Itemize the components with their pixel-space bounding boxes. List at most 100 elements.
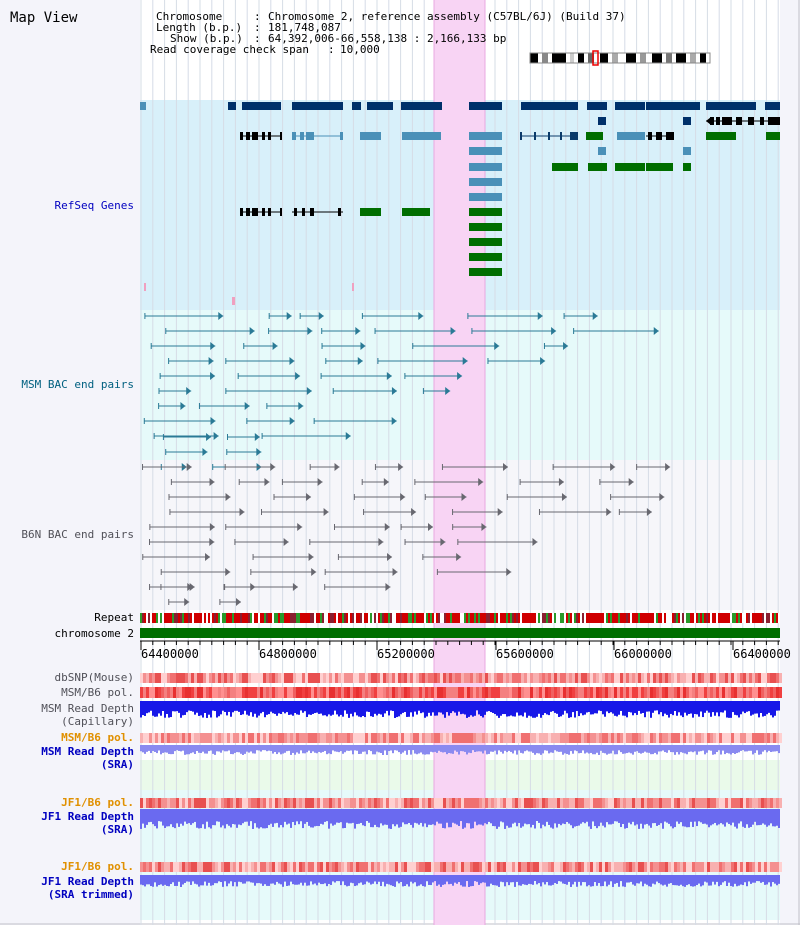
repeat-element	[178, 613, 180, 623]
snp-density-cell	[230, 733, 233, 743]
read-depth-bar	[270, 809, 272, 824]
repeat-element	[542, 613, 544, 623]
snp-density-cell	[467, 673, 470, 683]
snp-density-cell	[509, 673, 512, 683]
read-depth-bar	[496, 701, 498, 716]
read-depth-bar	[274, 701, 276, 714]
snp-density-cell	[512, 687, 515, 698]
snp-density-cell	[221, 798, 224, 808]
read-depth-bar	[372, 701, 374, 717]
snp-density-cell	[563, 673, 566, 683]
snp-density-cell	[194, 798, 197, 808]
read-depth-bar	[422, 701, 424, 713]
read-depth-bar	[558, 875, 560, 882]
read-depth-bar	[386, 701, 388, 711]
read-depth-bar	[776, 809, 778, 826]
repeat-element	[160, 613, 162, 623]
repeat-element	[304, 613, 306, 623]
read-depth-bar	[424, 745, 426, 755]
snp-density-cell	[269, 687, 272, 698]
repeat-element	[366, 613, 368, 623]
read-depth-bar	[320, 809, 322, 824]
repeat-element	[286, 613, 288, 623]
repeat-element	[282, 613, 284, 623]
snp-density-cell	[215, 687, 218, 698]
read-depth-bar	[240, 875, 242, 883]
snp-density-cell	[635, 798, 638, 808]
snp-density-cell	[248, 687, 251, 698]
bac-pair-arrow	[462, 357, 468, 365]
bac-pair-arrow	[384, 523, 390, 531]
snp-density-cell	[335, 733, 338, 743]
snp-density-cell	[707, 862, 710, 872]
read-depth-bar	[256, 809, 258, 828]
read-depth-bar	[734, 745, 736, 754]
repeat-element	[712, 613, 714, 623]
snp-density-cell	[494, 673, 497, 683]
track-label-jf1-trim: JF1 Read Depth	[41, 875, 134, 888]
snp-density-cell	[404, 862, 407, 872]
read-depth-bar	[440, 745, 442, 752]
read-depth-bar	[404, 875, 406, 886]
read-depth-bar	[526, 745, 528, 751]
read-depth-bar	[274, 809, 276, 824]
repeat-element	[682, 613, 684, 623]
snp-density-cell	[338, 673, 341, 683]
read-depth-bar	[234, 809, 236, 825]
read-depth-bar	[662, 809, 664, 829]
read-depth-bar	[546, 701, 548, 715]
read-depth-bar	[356, 701, 358, 716]
snp-density-cell	[533, 687, 536, 698]
gene-arrow	[497, 223, 502, 231]
read-depth-bar	[304, 745, 306, 754]
gene-exon	[548, 132, 550, 140]
read-depth-bar	[720, 875, 722, 885]
repeat-element	[668, 613, 670, 623]
read-depth-bar	[514, 875, 516, 887]
read-depth-bar	[730, 875, 732, 886]
track-label-b6n-bac[interactable]: B6N BAC end pairs	[21, 528, 134, 541]
snp-density-cell	[584, 733, 587, 743]
snp-density-cell	[188, 798, 191, 808]
read-depth-bar	[734, 701, 736, 715]
snp-density-cell	[257, 673, 260, 683]
read-depth-bar	[406, 701, 408, 717]
read-depth-bar	[720, 701, 722, 713]
snp-density-cell	[641, 733, 644, 743]
snp-density-cell	[524, 798, 527, 808]
marker	[144, 283, 146, 291]
snp-density-cell	[503, 733, 506, 743]
read-depth-bar	[552, 809, 554, 829]
snp-density-cell	[554, 733, 557, 743]
snp-density-cell	[422, 673, 425, 683]
chromosome-label: Chromosome	[156, 10, 223, 23]
read-depth-bar	[604, 809, 606, 828]
snp-density-cell	[425, 673, 428, 683]
snp-density-cell	[536, 733, 539, 743]
repeat-element	[566, 613, 568, 623]
snp-density-cell	[641, 673, 644, 683]
read-depth-bar	[292, 809, 294, 823]
repeat-element	[322, 613, 324, 623]
track-label-refseq[interactable]: RefSeq Genes	[54, 199, 134, 212]
snp-density-cell	[257, 733, 260, 743]
repeat-element	[446, 613, 448, 623]
read-depth-bar	[778, 701, 780, 711]
read-depth-bar	[618, 875, 620, 887]
read-depth-bar	[432, 809, 434, 825]
read-depth-bar	[342, 701, 344, 717]
read-depth-bar	[284, 701, 286, 714]
read-depth-bar	[714, 875, 716, 885]
snp-density-cell	[149, 733, 152, 743]
snp-density-cell	[158, 733, 161, 743]
snp-density-cell	[161, 798, 164, 808]
bac-pair-arrow	[400, 493, 406, 501]
read-depth-bar	[514, 809, 516, 823]
snp-density-cell	[560, 733, 563, 743]
read-depth-bar	[198, 809, 200, 829]
read-depth-bar	[338, 745, 340, 753]
read-depth-bar	[622, 809, 624, 824]
read-depth-bar	[162, 809, 164, 826]
read-depth-bar	[436, 809, 438, 822]
track-label-msm-bac[interactable]: MSM BAC end pairs	[21, 378, 134, 391]
